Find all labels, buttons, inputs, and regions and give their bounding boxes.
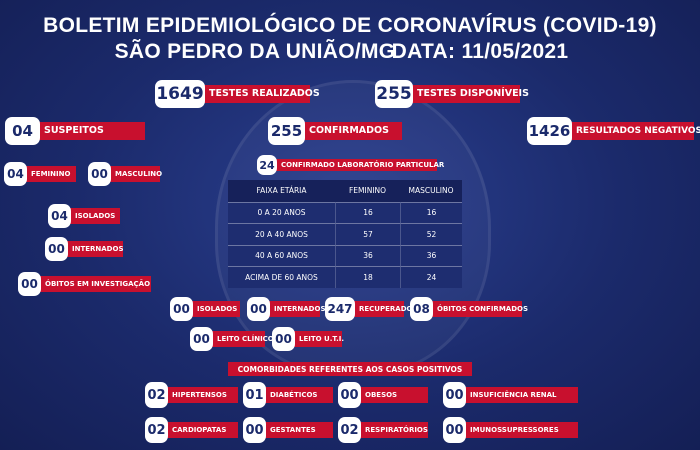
stat-value: 00 [243, 417, 266, 443]
stat-label: INSUFICIÊNCIA RENAL [463, 386, 578, 404]
stat-value: 01 [243, 382, 266, 408]
stat-value: 00 [272, 327, 295, 351]
stat-value: 08 [410, 297, 433, 321]
stat-value: 00 [45, 237, 68, 261]
stat-label: ISOLADOS [190, 301, 240, 317]
table-cell: 20 A 40 ANOS [228, 223, 335, 245]
stat-value: 02 [145, 382, 168, 408]
stat-label: RESULTADOS NEGATIVOS [569, 122, 700, 140]
table-cell: 18 [335, 266, 400, 288]
stat-label: GESTANTES [263, 421, 333, 439]
stat-value: 00 [170, 297, 193, 321]
table-header: MASCULINO [400, 180, 462, 202]
stat-value: 255 [375, 80, 413, 108]
date: DATA: 11/05/2021 [391, 40, 569, 63]
stat-value: 1649 [155, 80, 205, 108]
stat-label: RECUPERADOS [352, 301, 418, 317]
stat-label: ÓBITOS EM INVESTIGAÇÃO [38, 276, 151, 292]
stat-label: FEMININO [24, 166, 76, 182]
stat-value: 00 [247, 297, 270, 321]
table-header: FEMININO [335, 180, 400, 202]
stat-label: TESTES REALIZADOS [202, 85, 320, 103]
stat-value: 24 [257, 155, 277, 175]
stat-label: ÓBITOS CONFIRMADOS [430, 301, 528, 317]
table-cell: 16 [400, 201, 462, 223]
stat-value: 00 [338, 382, 361, 408]
stat-label: CONFIRMADO LABORATÓRIO PARTICULAR [274, 158, 444, 172]
stat-label: SUSPEITOS [37, 122, 145, 140]
stat-value: 1426 [527, 117, 572, 145]
title: BOLETIM EPIDEMIOLÓGICO DE CORONAVÍRUS (C… [43, 14, 657, 37]
table-cell: 16 [335, 201, 400, 223]
stat-value: 00 [18, 272, 41, 296]
stat-label: CARDIOPATAS [165, 421, 238, 439]
table-cell: 0 A 20 ANOS [228, 201, 335, 223]
stat-value: 04 [4, 162, 27, 186]
stat-value: 00 [443, 382, 466, 408]
location: SÃO PEDRO DA UNIÃO/MG [114, 40, 396, 63]
stat-value: 02 [145, 417, 168, 443]
stat-label: LEITO CLÍNICO [210, 331, 274, 347]
stat-value: 00 [443, 417, 466, 443]
stat-label: RESPIRATÓRIOS [358, 421, 428, 439]
stat-value: 00 [88, 162, 111, 186]
stat-value: 02 [338, 417, 361, 443]
stat-label: ISOLADOS [68, 208, 120, 224]
stat-value: 00 [190, 327, 213, 351]
stat-label: OBESOS [358, 386, 428, 404]
stat-value: 247 [325, 297, 355, 321]
table-cell: 40 A 60 ANOS [228, 244, 335, 266]
stat-label: HIPERTENSOS [165, 386, 238, 404]
stat-label: LEITO U.T.I. [292, 331, 344, 347]
table-cell: 36 [400, 244, 462, 266]
stat-value: 04 [48, 204, 71, 228]
comorbidities-title: COMORBIDADES REFERENTES AOS CASOS POSITI… [228, 362, 472, 376]
table-cell: 24 [400, 266, 462, 288]
stat-label: IMUNOSSUPRESSORES [463, 421, 578, 439]
table-cell: ACIMA DE 60 ANOS [228, 266, 335, 288]
stat-label: TESTES DISPONÍVEIS [410, 85, 529, 103]
table-cell: 36 [335, 244, 400, 266]
stat-label: CONFIRMADOS [302, 122, 402, 140]
stat-label: MASCULINO [108, 166, 162, 182]
table-cell: 52 [400, 223, 462, 245]
table-header: FAIXA ETÁRIA [228, 180, 335, 202]
table-cell: 57 [335, 223, 400, 245]
stat-label: INTERNADOS [267, 301, 326, 317]
stat-value: 255 [268, 117, 305, 145]
stat-label: DIABÉTICOS [263, 386, 333, 404]
stat-label: INTERNADOS [65, 241, 124, 257]
stat-value: 04 [5, 117, 40, 145]
